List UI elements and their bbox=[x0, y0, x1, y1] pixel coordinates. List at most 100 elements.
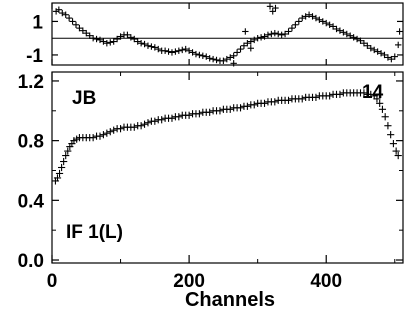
top-data-point bbox=[396, 28, 403, 35]
bottom-panel-points bbox=[51, 89, 402, 185]
top-data-point bbox=[161, 47, 169, 54]
bottom-data-point bbox=[394, 151, 402, 160]
bottom-data-point bbox=[284, 96, 293, 104]
top-data-point bbox=[113, 35, 121, 43]
top-data-point bbox=[360, 40, 368, 47]
top-data-point bbox=[182, 45, 189, 53]
top-data-point bbox=[254, 34, 261, 42]
top-data-point bbox=[343, 30, 350, 38]
top-data-point bbox=[391, 53, 398, 60]
top-data-point bbox=[329, 23, 337, 30]
top-data-point bbox=[309, 13, 316, 20]
top-data-point bbox=[364, 42, 371, 49]
top-data-point bbox=[264, 31, 272, 39]
bottom-data-point bbox=[326, 92, 334, 100]
top-data-point bbox=[192, 50, 200, 58]
top-data-point bbox=[357, 37, 364, 44]
top-data-point bbox=[107, 39, 114, 46]
bottom-x-tick-label: 400 bbox=[310, 271, 342, 292]
bottom-data-point bbox=[110, 126, 118, 134]
top-data-point bbox=[223, 55, 231, 63]
bottom-data-point bbox=[137, 122, 145, 130]
bottom-data-point bbox=[103, 129, 111, 137]
top-data-point bbox=[312, 14, 320, 22]
bottom-data-point bbox=[312, 93, 320, 101]
bottom-data-point bbox=[158, 116, 166, 124]
bottom-data-point bbox=[206, 108, 214, 116]
top-data-point bbox=[100, 38, 107, 45]
top-data-point bbox=[302, 13, 309, 20]
bottom-data-point bbox=[64, 147, 72, 155]
top-data-point bbox=[247, 38, 255, 45]
top-data-point bbox=[233, 49, 241, 56]
top-data-point bbox=[155, 45, 162, 53]
top-data-point bbox=[323, 19, 330, 27]
top-data-point bbox=[103, 40, 111, 47]
bottom-data-point bbox=[89, 134, 97, 142]
top-data-point bbox=[172, 48, 179, 55]
top-data-point bbox=[93, 35, 100, 43]
bottom-y-tick-label: 1.2 bbox=[18, 72, 44, 93]
top-data-point bbox=[367, 45, 374, 52]
top-data-point bbox=[227, 54, 234, 61]
bottom-data-point bbox=[62, 151, 70, 160]
bottom-y-tick-label: 0.0 bbox=[18, 251, 44, 272]
x-axis-label: Channels bbox=[185, 289, 275, 311]
bottom-data-point bbox=[392, 147, 400, 155]
top-data-point bbox=[86, 32, 93, 39]
bottom-data-point bbox=[116, 125, 125, 133]
top-data-point bbox=[247, 45, 255, 52]
top-data-point bbox=[353, 35, 361, 43]
top-data-point bbox=[272, 4, 279, 12]
top-data-point bbox=[206, 55, 213, 62]
top-data-point bbox=[230, 52, 237, 59]
bottom-data-point bbox=[168, 114, 176, 122]
bottom-data-point bbox=[99, 131, 108, 139]
bottom-data-point bbox=[151, 117, 159, 125]
top-y-tick-label: 1 bbox=[32, 12, 43, 33]
top-data-point bbox=[388, 55, 395, 63]
top-y-ticks: 1 -1 bbox=[26, 12, 403, 67]
top-data-point bbox=[242, 28, 249, 35]
bottom-data-point bbox=[226, 105, 234, 113]
top-data-point bbox=[326, 21, 333, 28]
top-data-point bbox=[69, 18, 76, 25]
top-data-point bbox=[340, 29, 347, 36]
bottom-data-point bbox=[60, 157, 68, 166]
bottom-data-point bbox=[140, 120, 149, 128]
bottom-data-point bbox=[216, 107, 224, 115]
bottom-data-point bbox=[250, 101, 258, 109]
bottom-data-point bbox=[336, 90, 344, 98]
top-data-point bbox=[148, 43, 155, 50]
top-data-point bbox=[196, 51, 203, 59]
top-data-point bbox=[110, 38, 117, 45]
top-data-point bbox=[59, 9, 66, 17]
top-data-point bbox=[384, 54, 392, 61]
bottom-data-point bbox=[376, 99, 384, 107]
top-data-point bbox=[89, 34, 97, 42]
top-data-point bbox=[189, 49, 196, 56]
top-data-point bbox=[261, 33, 268, 40]
top-data-point bbox=[257, 34, 265, 41]
top-data-point bbox=[285, 28, 292, 35]
bottom-y-tick-label: 0.8 bbox=[18, 132, 44, 153]
top-data-point bbox=[278, 31, 285, 39]
top-data-point bbox=[199, 52, 207, 59]
bottom-data-point bbox=[57, 163, 66, 172]
top-data-point bbox=[168, 49, 176, 56]
top-data-point bbox=[244, 40, 251, 47]
top-data-point bbox=[271, 29, 279, 37]
top-data-point bbox=[131, 35, 138, 43]
bottom-data-point bbox=[175, 113, 183, 121]
bottom-data-point bbox=[185, 111, 193, 119]
bottom-y-ticks: 0.0 0.4 0.8 1.2 bbox=[18, 72, 403, 272]
bottom-x-ticks: 0 200 400 bbox=[47, 3, 396, 292]
bottom-x-tick-label: 200 bbox=[173, 271, 205, 292]
top-data-point bbox=[141, 40, 148, 48]
top-data-point bbox=[151, 44, 159, 51]
top-data-point bbox=[230, 60, 237, 67]
bottom-data-point bbox=[130, 123, 138, 131]
top-data-point bbox=[319, 18, 326, 25]
top-data-point bbox=[96, 36, 104, 44]
